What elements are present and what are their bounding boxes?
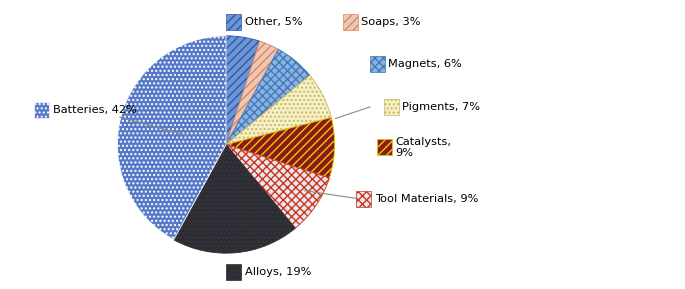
- Text: Magnets, 6%: Magnets, 6%: [388, 59, 462, 68]
- Wedge shape: [226, 41, 278, 144]
- Text: Batteries, 42%: Batteries, 42%: [53, 105, 136, 115]
- Wedge shape: [226, 49, 310, 144]
- Text: Pigments, 7%: Pigments, 7%: [402, 102, 480, 112]
- Wedge shape: [226, 36, 260, 144]
- Wedge shape: [226, 117, 335, 178]
- Wedge shape: [117, 36, 226, 240]
- Text: Catalysts,
9%: Catalysts, 9%: [395, 137, 451, 158]
- Wedge shape: [174, 144, 295, 253]
- Text: Soaps, 3%: Soaps, 3%: [361, 17, 421, 27]
- Text: Other, 5%: Other, 5%: [245, 17, 302, 27]
- Wedge shape: [226, 144, 329, 228]
- Text: Tool Materials, 9%: Tool Materials, 9%: [375, 194, 478, 204]
- Text: Alloys, 19%: Alloys, 19%: [245, 267, 311, 277]
- Wedge shape: [226, 75, 332, 144]
